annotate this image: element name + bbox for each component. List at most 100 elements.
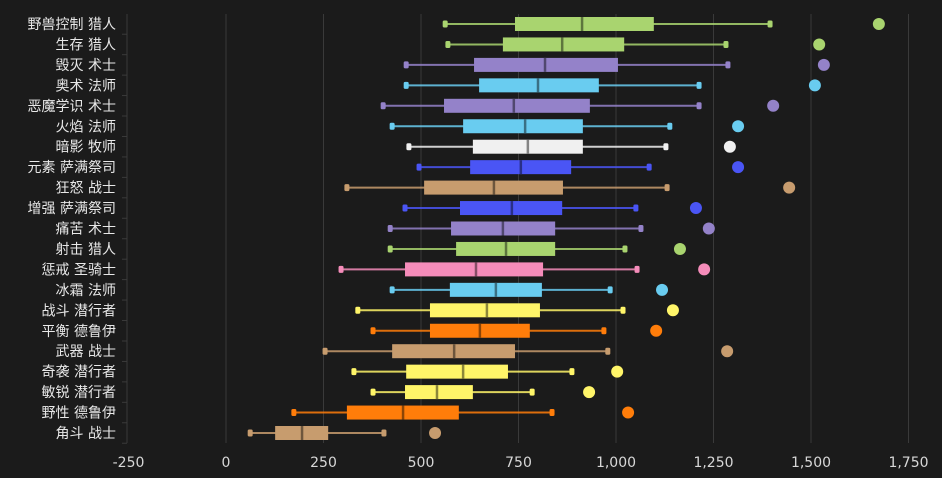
x-axis-tick-labels: -250 0 250 500 750 1,000 1,250 1,500 1,750 — [113, 455, 929, 471]
outlier-point — [656, 283, 669, 296]
iqr-box — [405, 262, 544, 277]
outlier-point — [732, 120, 745, 133]
box-group-14 — [355, 303, 679, 318]
whisker-cap-max — [725, 61, 731, 69]
outlier-point — [666, 304, 679, 317]
category-label: 角斗 战士 — [56, 426, 116, 442]
whisker-cap-max — [381, 429, 387, 437]
whisker-cap-min — [416, 163, 422, 171]
box-group-7 — [416, 160, 745, 175]
box-group-19 — [291, 405, 635, 420]
whisker-cap-min — [389, 122, 395, 130]
box-group-20 — [247, 426, 442, 440]
outlier-point — [583, 386, 596, 399]
whisker-cap-min — [344, 184, 350, 192]
whisker-cap-min — [247, 429, 253, 437]
category-label: 野性 德鲁伊 — [42, 406, 116, 422]
whisker-cap-min — [389, 286, 395, 294]
category-label: 冰霜 法师 — [56, 283, 116, 299]
iqr-box — [463, 119, 583, 134]
x-tick-label: 500 — [408, 455, 435, 471]
iqr-box — [429, 303, 540, 318]
category-label: 恶魔学识 术士 — [28, 99, 116, 115]
outlier-point — [622, 406, 635, 419]
box-group-5 — [389, 119, 745, 134]
whisker-cap-max — [663, 143, 669, 151]
outlier-point — [689, 202, 702, 215]
category-label: 狂怒 战士 — [56, 181, 116, 197]
y-axis — [122, 14, 128, 444]
category-label: 射击 猎人 — [56, 242, 116, 258]
category-label: 增强 萨满祭司 — [28, 201, 116, 217]
iqr-box — [502, 37, 625, 52]
whisker-cap-max — [664, 184, 670, 192]
category-label: 平衡 德鲁伊 — [42, 324, 116, 340]
whisker-cap-min — [403, 81, 409, 89]
whisker-cap-min — [442, 20, 448, 28]
box-group-1 — [445, 37, 826, 52]
category-label: 元素 萨满祭司 — [28, 160, 116, 176]
category-label: 野兽控制 猎人 — [28, 17, 116, 33]
outlier-point — [783, 181, 796, 194]
whisker-cap-min — [322, 347, 328, 355]
whisker-cap-max — [767, 20, 773, 28]
x-tick-label: -250 — [113, 455, 145, 471]
box-group-18 — [370, 385, 596, 400]
iqr-box — [406, 364, 508, 379]
category-label: 战斗 潜行者 — [42, 303, 116, 319]
iqr-box — [514, 17, 654, 31]
whisker-cap-max — [620, 306, 626, 314]
whisker-cap-min — [351, 368, 357, 376]
box-group-13 — [389, 282, 669, 297]
whisker-cap-max — [696, 102, 702, 110]
whisker-cap-max — [638, 225, 644, 232]
whisker-cap-max — [633, 204, 639, 212]
outlier-point — [673, 242, 686, 255]
x-tick-label: 250 — [310, 455, 337, 471]
whisker-cap-min — [387, 225, 393, 232]
whisker-cap-min — [338, 265, 344, 273]
outlier-point — [813, 38, 826, 51]
whisker-cap-max — [667, 122, 673, 130]
category-label: 惩戒 圣骑士 — [42, 262, 116, 278]
outlier-point — [702, 222, 715, 235]
category-label: 生存 猎人 — [56, 37, 116, 53]
box-group-9 — [402, 201, 702, 216]
x-tick-label: 1,000 — [596, 455, 636, 471]
category-label: 毁灭 术士 — [56, 58, 116, 74]
outlier-point — [611, 365, 624, 378]
whisker-cap-max — [601, 327, 607, 335]
category-label: 武器 战士 — [56, 344, 116, 360]
whisker-cap-min — [402, 204, 408, 212]
whisker-cap-max — [607, 286, 613, 294]
whisker-cap-max — [646, 163, 652, 171]
whisker-cap-min — [406, 143, 412, 151]
whisker-cap-min — [370, 327, 376, 335]
whisker-cap-max — [622, 245, 628, 253]
box-group-8 — [344, 180, 796, 195]
outlier-point — [732, 161, 745, 174]
box-group-10 — [387, 221, 715, 236]
whisker-cap-max — [634, 265, 640, 273]
category-label: 火焰 法师 — [56, 119, 116, 135]
x-tick-label: 1,250 — [693, 455, 733, 471]
boxes — [247, 17, 885, 440]
box-group-3 — [403, 78, 821, 93]
iqr-box — [405, 385, 473, 400]
whisker-cap-min — [380, 102, 386, 110]
x-tick-label: 1,750 — [888, 455, 928, 471]
category-label: 痛苦 术士 — [56, 221, 116, 238]
box-group-17 — [351, 364, 624, 379]
whisker-cap-min — [445, 40, 451, 48]
box-group-0 — [442, 17, 885, 31]
whisker-cap-min — [291, 409, 297, 417]
category-label: 敏锐 潜行者 — [42, 385, 116, 401]
whisker-cap-max — [569, 368, 575, 376]
whisker-cap-min — [370, 388, 376, 396]
x-tick-label: 750 — [505, 455, 532, 471]
whisker-cap-min — [403, 61, 409, 69]
box-group-6 — [406, 139, 736, 154]
iqr-box — [444, 98, 590, 113]
